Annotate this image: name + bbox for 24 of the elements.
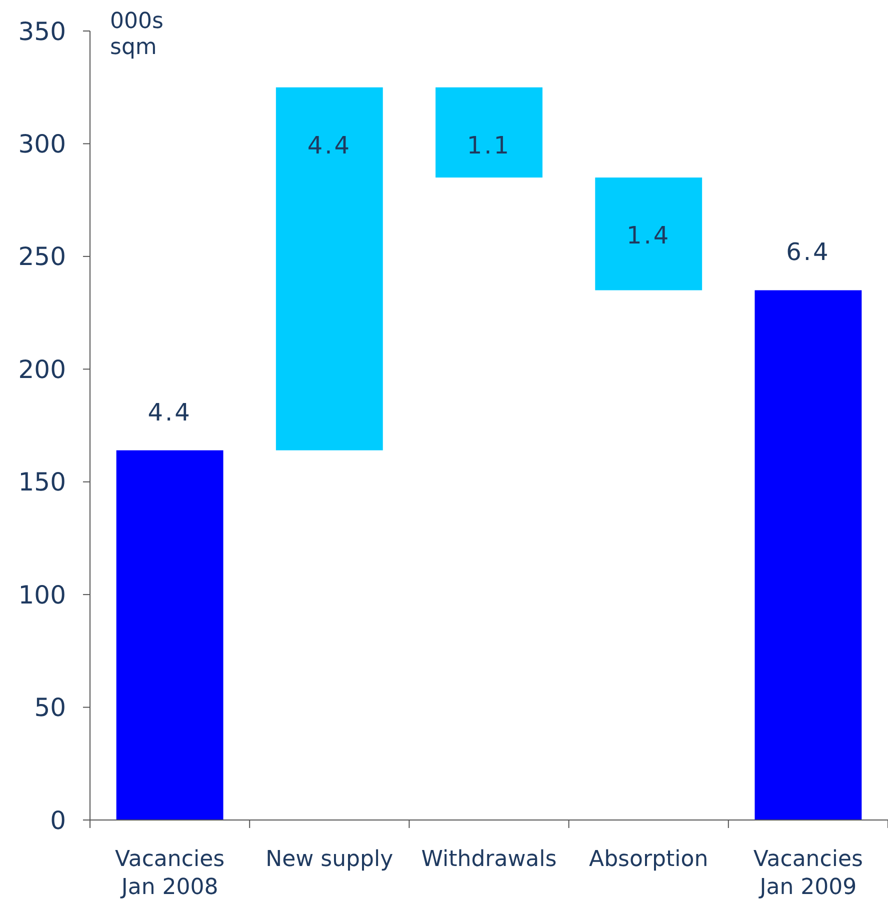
- annotation: 4.4: [148, 398, 192, 426]
- bar: [276, 87, 383, 450]
- annotation: 6.4: [786, 238, 830, 266]
- annotation: 4.4: [307, 131, 352, 160]
- y-tick-label: 350: [18, 16, 66, 46]
- y-tick-label: 250: [18, 242, 66, 272]
- bar: [595, 178, 702, 290]
- y-axis-title: 000s sqm: [110, 9, 164, 60]
- x-tick-label: Withdrawals: [421, 847, 557, 872]
- bar: [436, 87, 542, 178]
- y-tick-label: 50: [34, 693, 66, 722]
- x-tick-label: Vacancies Jan 2009: [753, 847, 863, 900]
- x-tick-label: Absorption: [589, 847, 708, 872]
- annotation: 1.1: [466, 131, 512, 160]
- y-tick-label: 0: [50, 806, 66, 835]
- x-tick-label: New supply: [266, 847, 394, 872]
- y-tick-label: 200: [18, 354, 66, 384]
- y-tick-label: 300: [18, 129, 66, 158]
- y-tick-label: 150: [18, 468, 66, 497]
- x-tick-label: Vacancies Jan 2008: [115, 847, 225, 900]
- y-tick-label: 100: [18, 580, 66, 610]
- bar: [754, 290, 862, 820]
- bar: [116, 450, 224, 820]
- annotation: 1.4: [626, 222, 671, 250]
